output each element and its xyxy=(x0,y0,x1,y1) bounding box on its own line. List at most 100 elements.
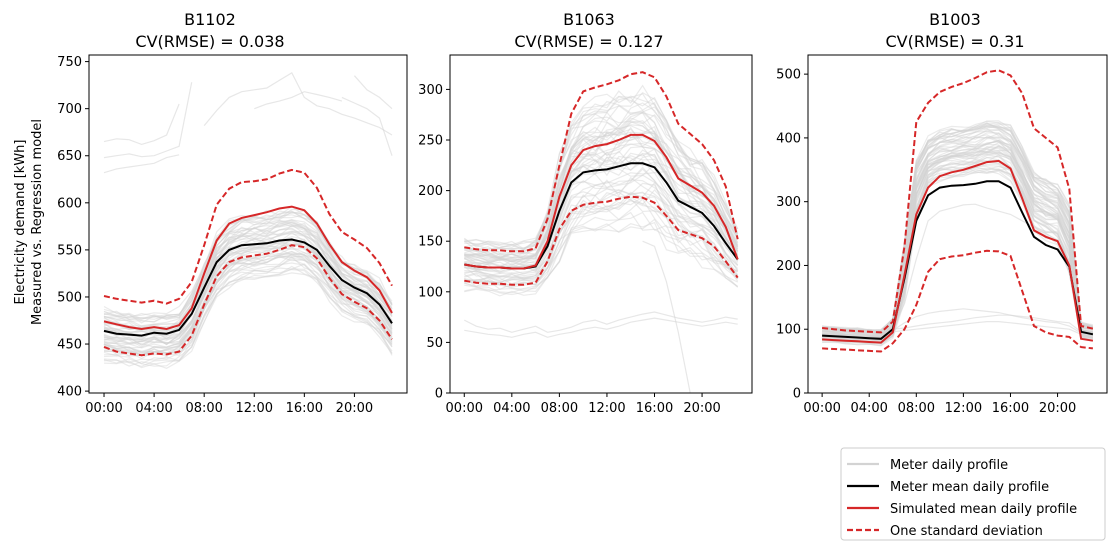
chart-title-line1: B1003 xyxy=(929,10,981,29)
meter-daily-profile-line xyxy=(103,219,393,327)
meter-daily-profile-line xyxy=(822,136,1094,335)
meter-daily-profile-line xyxy=(464,191,738,285)
meter-daily-profile-outlier xyxy=(103,82,193,159)
chart-panel-b1003: B1003 CV(RMSE) = 0.31 0 100 200 300 400 500 00… xyxy=(776,10,1108,416)
meter-daily-profile-line xyxy=(822,143,1094,339)
y-tick-label: 50 xyxy=(426,336,443,351)
chart-title-line2: CV(RMSE) = 0.127 xyxy=(514,32,663,51)
meter-daily-profile-line xyxy=(103,242,393,346)
meter-daily-profile-line xyxy=(464,111,739,256)
meter-daily-profile-line xyxy=(103,220,393,333)
chart-panel-b1102: B1102 CV(RMSE) = 0.038 400 450 500 550 600 65… xyxy=(57,10,408,416)
meter-daily-profile-line xyxy=(464,182,739,284)
meter-daily-profile-line xyxy=(822,136,1093,336)
chart-title-line2: CV(RMSE) = 0.038 xyxy=(135,32,284,51)
meter-daily-profile-line xyxy=(103,242,393,348)
meter-daily-profile-line xyxy=(464,148,739,266)
x-tick-label: 20:00 xyxy=(1039,401,1076,416)
meter-daily-profile-line xyxy=(822,170,1094,346)
meter-daily-profile-line xyxy=(103,237,393,346)
meter-daily-profile-outlier xyxy=(203,72,393,136)
meter-daily-profile-line xyxy=(464,124,739,261)
meter-daily-profile-line xyxy=(464,109,739,259)
meter-daily-profile-line xyxy=(822,163,1094,344)
meter-daily-profile-line xyxy=(103,243,393,344)
meter-daily-profile-line xyxy=(104,246,393,349)
meter-daily-profile-line xyxy=(464,130,739,263)
x-tick-label: 04:00 xyxy=(135,401,172,416)
meter-daily-profile-line xyxy=(103,252,393,354)
legend-frame xyxy=(840,447,1106,541)
meter-daily-profile-line xyxy=(464,176,739,281)
meter-daily-profile-line xyxy=(821,166,1093,345)
meter-daily-profile-line xyxy=(822,151,1094,341)
meter-daily-profile-line xyxy=(822,140,1094,337)
meter-daily-profile-line xyxy=(464,218,739,296)
legend-label-std: One standard deviation xyxy=(890,524,1043,539)
meter-daily-profile-line xyxy=(464,113,739,253)
y-tick-label: 0 xyxy=(793,387,801,402)
meter-daily-profile-line xyxy=(822,150,1094,339)
chart-title-line2: CV(RMSE) = 0.31 xyxy=(886,32,1025,51)
x-tick-label: 04:00 xyxy=(493,401,530,416)
simulated-mean-line xyxy=(464,133,739,270)
meter-daily-profile-line xyxy=(464,181,739,282)
meter-daily-profile-line xyxy=(464,136,739,267)
meter-daily-profile-line xyxy=(822,123,1094,332)
meter-daily-profile-line xyxy=(822,140,1093,337)
x-tick-label: 00:00 xyxy=(446,401,483,416)
y-tick-label: 0 xyxy=(435,387,443,402)
plot-area xyxy=(463,71,739,393)
meter-daily-profile-outlier xyxy=(892,321,1093,337)
meter-mean-line xyxy=(822,180,1094,340)
std-upper-line xyxy=(103,168,393,305)
meter-daily-profile-line xyxy=(103,238,393,344)
y-tick-label: 550 xyxy=(57,243,82,258)
meter-daily-profile-line xyxy=(822,151,1094,341)
meter-daily-profile-line xyxy=(822,137,1094,337)
meter-daily-profile-line xyxy=(464,172,739,275)
meter-daily-profile-line xyxy=(103,241,393,345)
meter-daily-profile-line xyxy=(822,140,1094,338)
meter-daily-profile-line xyxy=(103,250,393,352)
meter-daily-profile-line xyxy=(103,263,393,364)
meter-daily-profile-line xyxy=(464,102,739,254)
simulated-mean-line xyxy=(822,159,1094,344)
meter-daily-profile-line xyxy=(464,93,739,247)
y-axis-label-line1: Electricity demand [kWh] xyxy=(13,140,28,305)
meter-daily-profile-line xyxy=(464,117,739,259)
x-tick-label: 00:00 xyxy=(803,401,840,416)
meter-daily-profile-line xyxy=(464,93,739,246)
x-tick-label: 08:00 xyxy=(898,401,935,416)
x-tick-label: 16:00 xyxy=(636,401,673,416)
meter-daily-profile-line xyxy=(464,168,739,278)
meter-daily-profile-line xyxy=(464,84,739,249)
meter-daily-profile-line xyxy=(822,120,1094,331)
meter-daily-profile-line xyxy=(103,258,393,356)
meter-daily-profile-line xyxy=(822,159,1094,343)
meter-daily-profile-line xyxy=(103,262,393,365)
meter-daily-profile-line xyxy=(822,132,1093,337)
meter-daily-profile-line xyxy=(464,155,739,273)
x-tick-label: 20:00 xyxy=(336,401,373,416)
x-tick-label: 12:00 xyxy=(945,401,982,416)
meter-daily-profile-line xyxy=(463,189,739,284)
y-tick-label: 200 xyxy=(418,184,443,199)
meter-daily-profile-outlier xyxy=(103,154,180,174)
meter-daily-profile-line xyxy=(822,148,1094,338)
meter-daily-profile-line xyxy=(464,95,739,250)
meter-daily-profile-line xyxy=(822,141,1094,338)
meter-daily-profile-line xyxy=(103,268,393,367)
meter-daily-profile-line xyxy=(464,133,739,265)
meter-daily-profile-line xyxy=(821,130,1093,335)
meter-daily-profile-line xyxy=(464,100,739,251)
meter-daily-profile-line xyxy=(464,121,739,260)
meter-daily-profile-line xyxy=(463,97,739,250)
meter-daily-profile-line xyxy=(822,169,1094,347)
chart-title-line1: B1063 xyxy=(563,10,615,29)
x-tick-label: 20:00 xyxy=(683,401,720,416)
simulated-mean-line xyxy=(103,205,393,331)
meter-daily-profile-line xyxy=(103,240,393,346)
meter-daily-profile-line xyxy=(103,247,393,349)
x-tick-label: 16:00 xyxy=(286,401,323,416)
